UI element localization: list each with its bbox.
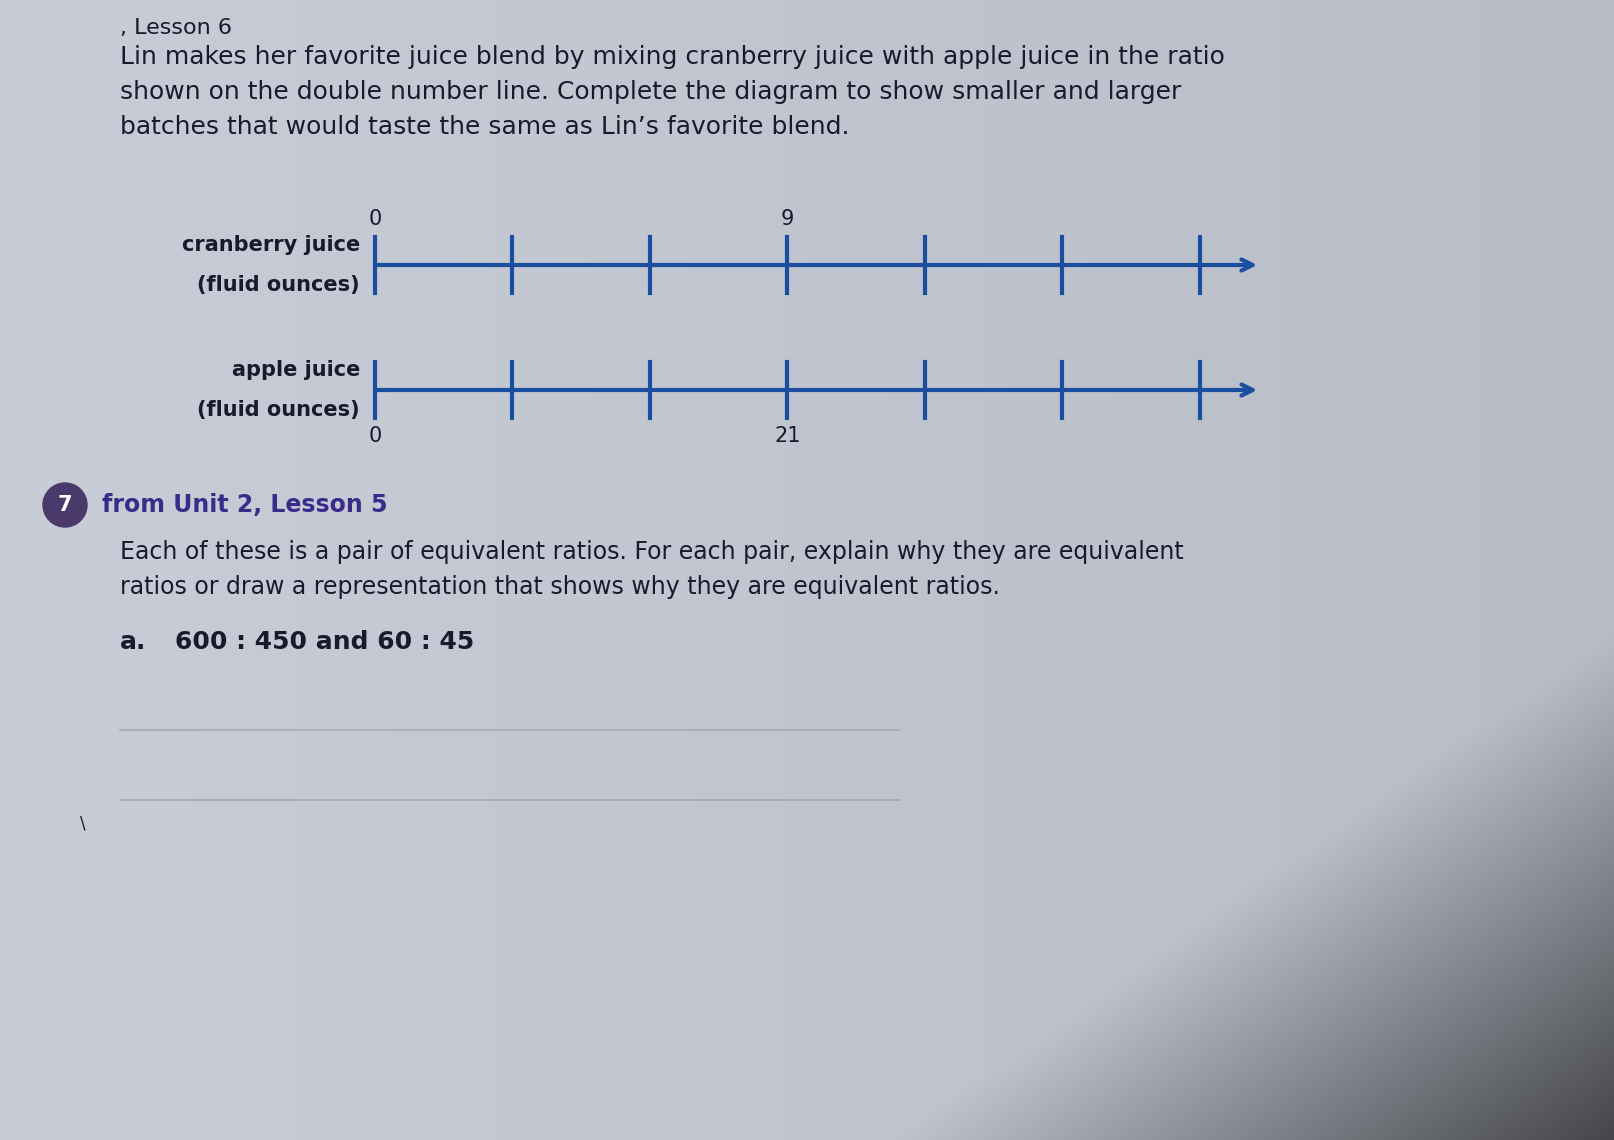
Text: 9: 9 (781, 209, 794, 229)
Text: (fluid ounces): (fluid ounces) (197, 275, 360, 295)
Text: from Unit 2, Lesson 5: from Unit 2, Lesson 5 (102, 492, 387, 518)
Text: 600 : 450 and 60 : 45: 600 : 450 and 60 : 45 (174, 630, 475, 654)
Text: 0: 0 (368, 209, 381, 229)
Text: Each of these is a pair of equivalent ratios. For each pair, explain why they ar: Each of these is a pair of equivalent ra… (119, 540, 1183, 564)
Text: apple juice: apple juice (232, 360, 360, 380)
Text: Lin makes her favorite juice blend by mixing cranberry juice with apple juice in: Lin makes her favorite juice blend by mi… (119, 44, 1225, 70)
Text: batches that would taste the same as Lin’s favorite blend.: batches that would taste the same as Lin… (119, 115, 849, 139)
Text: (fluid ounces): (fluid ounces) (197, 400, 360, 420)
Text: 21: 21 (775, 426, 801, 446)
Text: shown on the double number line. Complete the diagram to show smaller and larger: shown on the double number line. Complet… (119, 80, 1181, 104)
Text: 0: 0 (368, 426, 381, 446)
Text: a.: a. (119, 630, 147, 654)
Text: 7: 7 (58, 495, 73, 515)
Text: , Lesson 6: , Lesson 6 (119, 18, 232, 38)
Text: \: \ (81, 815, 86, 833)
Text: ratios or draw a representation that shows why they are equivalent ratios.: ratios or draw a representation that sho… (119, 575, 1001, 599)
Text: cranberry juice: cranberry juice (182, 235, 360, 255)
Circle shape (44, 483, 87, 527)
